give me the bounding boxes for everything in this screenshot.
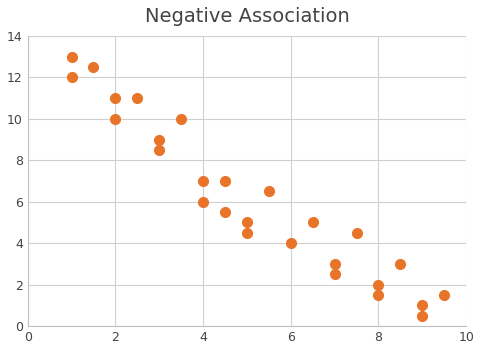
- Point: [264, 188, 272, 194]
- Point: [199, 178, 206, 184]
- Point: [155, 147, 163, 153]
- Point: [111, 95, 119, 101]
- Point: [221, 209, 228, 215]
- Point: [330, 261, 338, 267]
- Point: [68, 54, 75, 59]
- Point: [111, 116, 119, 121]
- Point: [242, 230, 250, 236]
- Point: [352, 230, 360, 236]
- Point: [374, 292, 382, 298]
- Point: [308, 220, 316, 225]
- Title: Negative Association: Negative Association: [144, 7, 348, 26]
- Point: [89, 64, 97, 70]
- Point: [330, 272, 338, 277]
- Point: [155, 137, 163, 143]
- Point: [418, 303, 425, 308]
- Point: [418, 313, 425, 319]
- Point: [286, 240, 294, 246]
- Point: [199, 199, 206, 205]
- Point: [439, 292, 447, 298]
- Point: [374, 282, 382, 287]
- Point: [242, 220, 250, 225]
- Point: [68, 74, 75, 80]
- Point: [221, 178, 228, 184]
- Point: [177, 116, 185, 121]
- Point: [396, 261, 403, 267]
- Point: [133, 95, 141, 101]
